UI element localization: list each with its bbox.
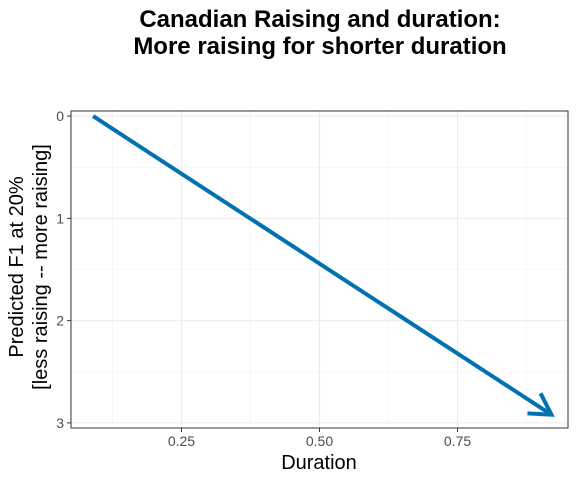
x-axis-label: Duration: [281, 452, 357, 474]
x-tick-label: 0.50: [306, 433, 333, 449]
chart-title-line-1: Canadian Raising and duration:: [139, 6, 501, 33]
y-tick-label: 0: [56, 108, 64, 124]
chart-title-line-2: More raising for shorter duration: [133, 33, 507, 60]
y-axis-ticks: 0 1 2 3: [56, 108, 71, 431]
x-tick-label: 0.25: [168, 433, 195, 449]
y-tick-label: 1: [56, 210, 64, 226]
series-arrowhead: [527, 392, 555, 417]
series-line: [91, 114, 553, 417]
y-tick-label: 3: [56, 415, 64, 431]
x-tick-label: 0.75: [444, 433, 471, 449]
y-axis-label-line-2: [less raising -- more raising]: [30, 144, 52, 390]
y-tick-label: 2: [56, 313, 64, 329]
y-axis-label-line-1: Predicted F1 at 20%: [6, 176, 28, 357]
x-axis-ticks: 0.25 0.50 0.75: [168, 428, 471, 449]
grid-lines: [71, 111, 568, 428]
series-group: [91, 114, 555, 417]
